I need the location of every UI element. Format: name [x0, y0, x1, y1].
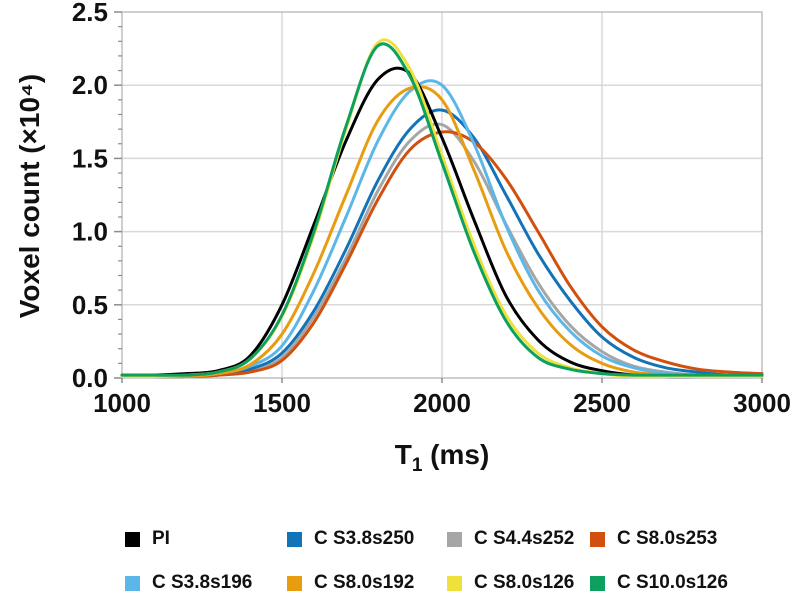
y-tick-label: 1.0 [72, 217, 108, 247]
legend-item: PI [125, 528, 287, 550]
legend-color-swatch [447, 531, 462, 547]
legend-label: C S4.4s252 [474, 528, 575, 549]
y-tick-label: 1.5 [72, 143, 108, 173]
x-axis-title-text: T [394, 439, 412, 471]
legend-item: C S8.0s192 [287, 572, 447, 594]
x-tick-label: 1000 [93, 388, 151, 418]
x-tick-label: 3000 [733, 388, 791, 418]
legend-color-swatch [447, 575, 462, 591]
legend-item: C S4.4s252 [447, 528, 590, 550]
y-tick-label: 0.5 [72, 290, 108, 320]
y-tick-label: 0.0 [72, 363, 108, 393]
legend-label: C S3.8s250 [314, 528, 415, 549]
legend-color-swatch [287, 531, 302, 547]
x-axis-title: T1 (ms) [395, 439, 490, 477]
legend-item: C S10.0s126 [590, 572, 728, 594]
curve-C-S10.0s126 [120, 42, 764, 377]
legend-color-swatch [125, 531, 140, 547]
legend-item: C S8.0s253 [590, 528, 728, 550]
legend-label: C S3.8s196 [152, 572, 253, 593]
legend-color-swatch [590, 575, 605, 591]
x-tick-label: 1500 [253, 388, 311, 418]
legend-label: PI [152, 528, 170, 549]
y-tick-label: 2.0 [72, 70, 108, 100]
legend-label: C S8.0s126 [474, 572, 575, 593]
legend-label: C S8.0s192 [314, 572, 415, 593]
legend-item: C S8.0s126 [447, 572, 590, 594]
y-tick-label: 2.5 [72, 0, 108, 27]
legend-color-swatch [287, 575, 302, 591]
x-tick-label: 2500 [573, 388, 631, 418]
legend-label: C S8.0s253 [617, 528, 718, 549]
legend-item: C S3.8s250 [287, 528, 447, 550]
legend-color-swatch [125, 575, 140, 591]
legend-color-swatch [590, 531, 605, 547]
x-tick-label: 2000 [413, 388, 471, 418]
legend-label: C S10.0s126 [617, 572, 728, 593]
x-axis-title-subscript: 1 [411, 454, 423, 476]
curve-C-S8.0s253 [120, 130, 764, 379]
chart-legend: PI C S3.8s250 C S4.4s252 C S8.0s253 C S3.8s1… [125, 528, 728, 594]
x-axis-title-unit: (ms) [422, 439, 490, 471]
legend-item: C S3.8s196 [125, 572, 287, 594]
line-chart: 0.0 0.5 1.0 1.5 2.0 2.5 1000 1500 2000 2500 3000 [72, 0, 791, 418]
